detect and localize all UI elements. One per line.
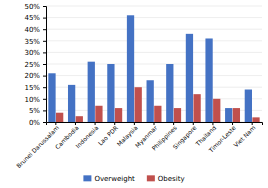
- y-tick-mark: [43, 18, 46, 19]
- y-tick-mark: [43, 110, 46, 111]
- y-tick: 45%: [24, 14, 46, 22]
- bar: [76, 116, 83, 122]
- bar: [147, 80, 154, 122]
- plot-area: 0% 5% 10% 15% 20% 25% 30% 35% 40% 45% 50% Brunei Da…: [15, 3, 263, 170]
- bar: [245, 90, 252, 122]
- grid-line: [46, 87, 262, 88]
- y-tick-mark: [43, 6, 46, 7]
- grid-line: [46, 6, 262, 7]
- y-tick-label: 20%: [24, 72, 40, 80]
- bar: [68, 85, 75, 122]
- y-tick: 20%: [24, 72, 46, 80]
- x-tick: Timor-Leste: [207, 122, 238, 154]
- y-tick-label: 50%: [24, 3, 40, 11]
- bar: [174, 108, 181, 122]
- grid-line: [46, 52, 262, 53]
- y-tick-mark: [43, 52, 46, 53]
- grid-line: [46, 17, 262, 18]
- x-tick-label: Singapore: [171, 124, 198, 151]
- y-tick-label: 15%: [24, 84, 40, 92]
- bar: [107, 64, 114, 122]
- bar: [127, 15, 134, 122]
- y-axis-line: [43, 7, 47, 123]
- x-tick-label: Viet Nam: [232, 124, 257, 149]
- y-tick-label: 30%: [24, 49, 40, 57]
- grid-line: [46, 75, 262, 76]
- y-tick-label: 45%: [24, 14, 40, 22]
- bar-series: [48, 15, 252, 122]
- bar: [166, 64, 173, 122]
- bar: [193, 94, 200, 122]
- legend-label: Overweight: [94, 175, 135, 183]
- legend: Overweight Obesity: [83, 175, 184, 183]
- x-axis: Brunei DarussalamCambodiaIndonesiaLao PD…: [15, 122, 263, 169]
- y-tick-mark: [43, 29, 46, 30]
- legend-swatch: [147, 175, 155, 181]
- y-tick: 10%: [24, 96, 46, 104]
- grid: [46, 6, 262, 122]
- y-tick-mark: [43, 87, 46, 88]
- y-tick: 30%: [24, 49, 46, 57]
- y-tick: 50%: [24, 3, 46, 11]
- y-tick-mark: [43, 99, 46, 100]
- grid-line: [46, 29, 262, 30]
- bar: [225, 108, 232, 122]
- bar: [205, 38, 212, 122]
- bar-series: [56, 87, 260, 122]
- y-tick-label: 5%: [29, 107, 40, 115]
- y-tick: 0%: [29, 119, 46, 127]
- y-tick: 25%: [24, 61, 46, 69]
- grid-line: [46, 98, 262, 99]
- bar: [135, 87, 142, 122]
- bar: [186, 34, 193, 122]
- y-tick-mark: [43, 64, 46, 65]
- chart-svg: 0% 5% 10% 15% 20% 25% 30% 35% 40% 45% 50% Brunei Da…: [0, 0, 268, 188]
- grid-line: [46, 40, 262, 41]
- grid-line: [46, 64, 262, 65]
- x-tick-label: Timor-Leste: [207, 124, 238, 155]
- y-axis: 0% 5% 10% 15% 20% 25% 30% 35% 40% 45% 50%: [24, 3, 46, 127]
- x-tick: Indonesia: [74, 122, 100, 149]
- bar: [95, 106, 102, 122]
- y-tick-label: 10%: [24, 96, 40, 104]
- y-tick-mark: [43, 122, 46, 123]
- bar: [252, 117, 259, 122]
- y-tick-label: 40%: [24, 26, 40, 34]
- bar: [115, 108, 122, 122]
- y-tick-label: 35%: [24, 38, 40, 46]
- y-tick: 40%: [24, 26, 46, 34]
- bar: [233, 108, 240, 122]
- y-tick-mark: [43, 76, 46, 77]
- chart-container: 0% 5% 10% 15% 20% 25% 30% 35% 40% 45% 50% Brunei Da…: [0, 0, 268, 188]
- bars: [48, 15, 259, 122]
- y-tick-label: 25%: [24, 61, 40, 69]
- y-tick-label: 0%: [29, 119, 40, 127]
- bar: [48, 73, 55, 122]
- y-tick: 5%: [29, 107, 46, 115]
- y-tick: 15%: [24, 84, 46, 92]
- y-tick-mark: [43, 41, 46, 42]
- legend-swatch: [83, 175, 91, 181]
- bar: [88, 62, 95, 122]
- x-tick: Viet Nam: [232, 122, 257, 148]
- y-tick: 35%: [24, 38, 46, 46]
- legend-label: Obesity: [158, 175, 185, 183]
- legend-item: Overweight: [83, 175, 135, 183]
- bar: [154, 106, 161, 122]
- x-tick: Singapore: [171, 122, 198, 151]
- legend-item: Obesity: [147, 175, 185, 183]
- bar: [213, 99, 220, 122]
- x-tick-label: Indonesia: [74, 124, 100, 150]
- bar: [56, 113, 63, 122]
